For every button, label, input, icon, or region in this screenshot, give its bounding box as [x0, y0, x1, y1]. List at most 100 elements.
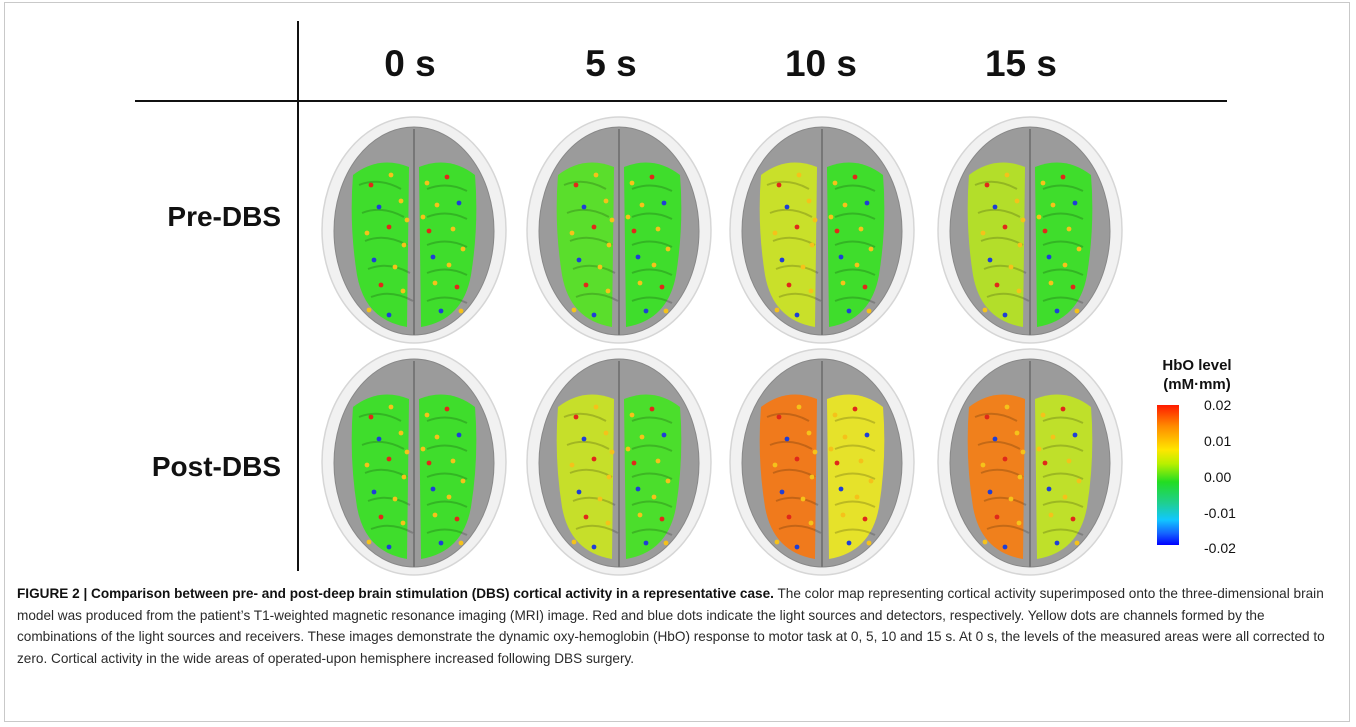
detector-dot: [376, 204, 382, 210]
channel-dot: [806, 430, 812, 436]
light-source-dot: [659, 516, 665, 522]
channel-dot: [1004, 404, 1010, 410]
channel-dot: [1048, 512, 1054, 518]
channel-dot: [424, 412, 430, 418]
channel-dot: [458, 540, 464, 546]
channel-dot: [366, 539, 372, 545]
channel-dot: [434, 434, 440, 440]
gyrus-fold: [834, 416, 876, 424]
light-source-dot: [984, 182, 990, 188]
channel-dot: [400, 520, 406, 526]
colorbar-tick: -0.01: [1204, 505, 1236, 521]
light-source-dot: [1060, 406, 1066, 412]
gyrus-fold: [974, 180, 1018, 190]
gyrus-fold: [361, 208, 405, 218]
row-label-post-dbs: Post-DBS: [151, 451, 281, 482]
channel-dot: [1040, 180, 1046, 186]
light-source-dot: [591, 456, 597, 462]
channel-dot: [593, 404, 599, 410]
detector-dot: [1072, 200, 1078, 206]
detector-dot: [779, 257, 785, 263]
right-hemisphere-activity: [419, 394, 477, 559]
detector-dot: [1072, 432, 1078, 438]
left-hemisphere-activity: [759, 162, 817, 327]
channel-dot: [629, 180, 635, 186]
light-source-dot: [426, 460, 432, 466]
channel-dot: [605, 520, 611, 526]
colorbar-tick: 0.00: [1204, 469, 1232, 485]
left-hemisphere-activity: [556, 394, 614, 559]
gyrus-fold: [631, 268, 673, 276]
channel-dot: [571, 307, 577, 313]
gyrus-fold: [563, 180, 607, 190]
gyrus-fold: [1042, 184, 1084, 192]
gyrus-fold: [769, 440, 813, 450]
channel-dot: [401, 474, 407, 480]
gyrus-fold: [775, 264, 819, 274]
detector-dot: [581, 204, 587, 210]
light-source-dot: [984, 414, 990, 420]
light-source-dot: [378, 282, 384, 288]
detector-dot: [371, 489, 377, 495]
light-source-dot: [1042, 460, 1048, 466]
gyrus-fold: [426, 500, 468, 508]
light-source-dot: [649, 174, 655, 180]
colorbar-tick: -0.02: [1204, 540, 1236, 556]
light-source-dot: [1042, 228, 1048, 234]
detector-dot: [635, 254, 641, 260]
channel-dot: [858, 458, 864, 464]
channel-dot: [404, 217, 410, 223]
brain-model: [526, 116, 712, 344]
detector-dot: [591, 312, 597, 318]
channel-dot: [772, 230, 778, 236]
channel-dot: [1036, 214, 1042, 220]
gyrus-fold: [1042, 240, 1084, 248]
channel-dot: [1014, 430, 1020, 436]
light-source-dot: [1002, 224, 1008, 230]
gyrus-fold: [1042, 444, 1084, 452]
gyrus-fold: [986, 292, 1030, 302]
light-source-dot: [852, 174, 858, 180]
detector-dot: [846, 308, 852, 314]
channel-dot: [637, 512, 643, 518]
channel-dot: [1008, 496, 1014, 502]
gyrus-fold: [426, 472, 468, 480]
channel-dot: [603, 430, 609, 436]
light-source-dot: [1070, 284, 1076, 290]
brain-model: [321, 348, 507, 576]
channel-dot: [432, 512, 438, 518]
gyrus-fold: [1042, 500, 1084, 508]
detector-dot: [456, 200, 462, 206]
channel-dot: [609, 217, 615, 223]
gyrus-fold: [631, 528, 673, 536]
channel-dot: [398, 430, 404, 436]
channel-dot: [665, 478, 671, 484]
channel-dot: [828, 214, 834, 220]
channel-dot: [1020, 217, 1026, 223]
detector-dot: [386, 544, 392, 550]
light-source-dot: [862, 516, 868, 522]
brain-map-pre-dbs-10s: [729, 116, 915, 344]
gyrus-fold: [631, 296, 673, 304]
detector-dot: [438, 308, 444, 314]
gyrus-fold: [834, 444, 876, 452]
channel-dot: [1040, 412, 1046, 418]
gyrus-fold: [361, 440, 405, 450]
detector-dot: [576, 489, 582, 495]
light-source-dot: [583, 282, 589, 288]
light-source-dot: [573, 414, 579, 420]
column-label-0s: 0 s: [384, 43, 436, 84]
light-source-dot: [454, 516, 460, 522]
channel-dot: [400, 288, 406, 294]
gyrus-fold: [426, 268, 468, 276]
detector-dot: [1002, 544, 1008, 550]
channel-dot: [809, 242, 815, 248]
brain-map-pre-dbs-0s: [321, 116, 507, 344]
detector-dot: [430, 486, 436, 492]
channel-dot: [424, 180, 430, 186]
detector-dot: [661, 200, 667, 206]
channel-dot: [1017, 474, 1023, 480]
gyrus-fold: [1042, 472, 1084, 480]
colorbar-gradient: [1157, 405, 1179, 545]
channel-dot: [772, 462, 778, 468]
